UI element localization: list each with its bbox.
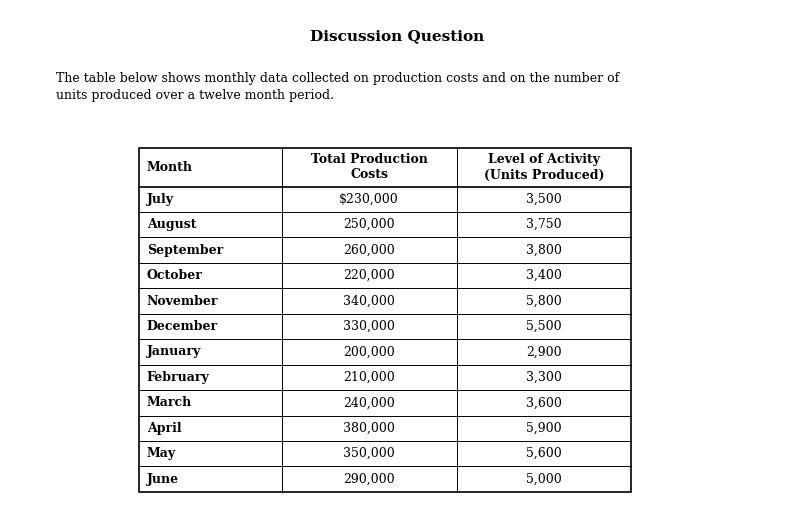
- Text: March: March: [147, 396, 192, 409]
- Text: 340,000: 340,000: [343, 295, 395, 307]
- Text: 250,000: 250,000: [343, 218, 395, 231]
- Text: Discussion Question: Discussion Question: [310, 29, 484, 43]
- Text: June: June: [147, 473, 179, 485]
- Text: April: April: [147, 422, 182, 435]
- Text: 3,800: 3,800: [526, 244, 562, 257]
- Text: $230,000: $230,000: [339, 193, 399, 206]
- Text: Level of Activity
(Units Produced): Level of Activity (Units Produced): [484, 154, 604, 181]
- Text: January: January: [147, 346, 201, 358]
- Text: August: August: [147, 218, 196, 231]
- Text: 380,000: 380,000: [343, 422, 395, 435]
- Text: December: December: [147, 320, 218, 333]
- Text: September: September: [147, 244, 223, 257]
- Text: October: October: [147, 269, 202, 282]
- Text: 3,750: 3,750: [526, 218, 561, 231]
- Text: The table below shows monthly data collected on production costs and on the numb: The table below shows monthly data colle…: [56, 72, 619, 85]
- Text: 3,300: 3,300: [526, 371, 562, 384]
- Text: February: February: [147, 371, 210, 384]
- Text: 260,000: 260,000: [343, 244, 395, 257]
- Text: 3,600: 3,600: [526, 396, 562, 409]
- Text: November: November: [147, 295, 218, 307]
- Text: 290,000: 290,000: [343, 473, 395, 485]
- Bar: [139, 148, 631, 492]
- Text: 3,400: 3,400: [526, 269, 562, 282]
- Text: 350,000: 350,000: [343, 447, 395, 460]
- Text: Total Production
Costs: Total Production Costs: [310, 154, 428, 181]
- Text: 220,000: 220,000: [343, 269, 395, 282]
- Text: 5,900: 5,900: [526, 422, 561, 435]
- Text: 2,900: 2,900: [526, 346, 561, 358]
- Text: 5,500: 5,500: [526, 320, 561, 333]
- Text: Month: Month: [147, 161, 193, 174]
- Text: 5,600: 5,600: [526, 447, 562, 460]
- Text: 330,000: 330,000: [343, 320, 395, 333]
- Text: May: May: [147, 447, 176, 460]
- Text: 200,000: 200,000: [343, 346, 395, 358]
- Text: 3,500: 3,500: [526, 193, 562, 206]
- Text: 5,800: 5,800: [526, 295, 562, 307]
- Text: 5,000: 5,000: [526, 473, 562, 485]
- Text: 240,000: 240,000: [343, 396, 395, 409]
- Text: 210,000: 210,000: [343, 371, 395, 384]
- Text: July: July: [147, 193, 174, 206]
- Text: units produced over a twelve month period.: units produced over a twelve month perio…: [56, 89, 333, 102]
